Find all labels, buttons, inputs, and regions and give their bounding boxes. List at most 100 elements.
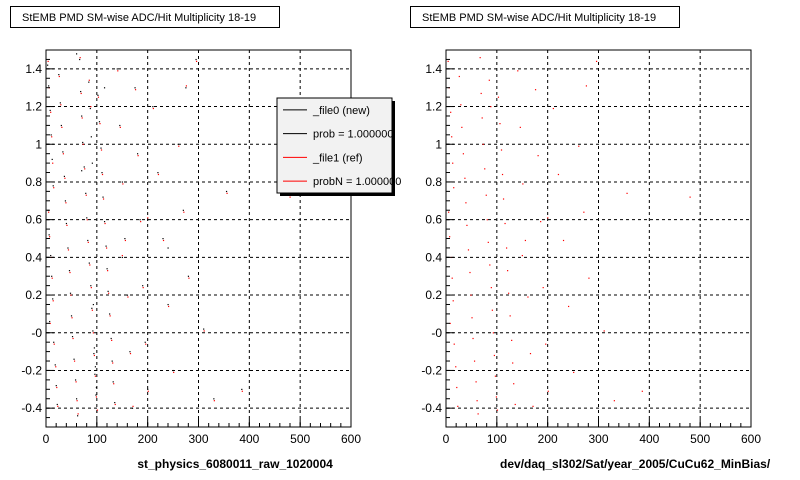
data-point [225, 190, 228, 193]
data-point [162, 238, 164, 240]
data-point [111, 339, 113, 341]
data-point [73, 360, 76, 362]
data-point [89, 264, 91, 266]
data-point [496, 409, 499, 411]
data-point [121, 181, 123, 183]
data-point [88, 79, 90, 81]
data-point [91, 307, 93, 309]
data-point [449, 322, 451, 325]
data-point [119, 126, 121, 128]
data-point [484, 168, 486, 170]
data-point [85, 194, 87, 196]
data-point [113, 383, 115, 385]
data-point [61, 126, 63, 128]
data-point [524, 239, 526, 242]
legend-entry: probN = 1.000000 [313, 176, 401, 188]
data-point [455, 366, 457, 368]
x-tick-label: 600 [341, 432, 361, 446]
data-point [529, 352, 532, 355]
data-point [131, 407, 134, 409]
data-point [185, 87, 187, 89]
x-axis-title: dev/daq_sl302/Sat/year_2005/CuCu62_MinBi… [500, 457, 771, 471]
data-point [76, 400, 78, 402]
data-point [53, 341, 55, 343]
data-point [83, 166, 85, 168]
data-point [95, 396, 98, 398]
data-point [491, 309, 493, 311]
data-point [111, 360, 113, 362]
y-tick-label: 1.2 [25, 100, 42, 114]
data-point [76, 398, 78, 400]
data-point [47, 64, 49, 66]
data-point [495, 396, 498, 398]
data-point [450, 111, 452, 113]
data-point [99, 123, 101, 125]
data-point [479, 57, 481, 59]
data-point [91, 162, 93, 164]
data-point [152, 106, 154, 108]
data-point [51, 158, 53, 161]
data-point [140, 221, 142, 223]
data-point [493, 354, 495, 357]
data-point [102, 198, 105, 200]
data-point [578, 145, 580, 147]
data-point [203, 328, 205, 330]
data-point [93, 352, 95, 355]
data-point [74, 379, 77, 381]
data-point [129, 352, 132, 355]
y-tick-label: 0.2 [25, 288, 42, 302]
data-point [588, 277, 590, 279]
data-point [72, 337, 74, 340]
data-point [90, 285, 92, 287]
y-tick-label: -0 [31, 326, 42, 340]
data-point [49, 320, 51, 323]
data-point [603, 330, 605, 332]
data-point [94, 366, 97, 368]
data-point [121, 254, 123, 257]
data-point [473, 360, 476, 362]
legend-box [276, 97, 393, 194]
data-point [173, 371, 175, 374]
data-point [689, 196, 691, 198]
data-point [501, 173, 504, 176]
data-point [101, 173, 104, 176]
y-tick-label: 0.6 [25, 213, 42, 227]
data-point [91, 309, 93, 311]
data-point [48, 85, 50, 87]
data-point [52, 298, 54, 300]
data-point [452, 300, 454, 302]
data-point [527, 296, 529, 298]
data-point [109, 315, 111, 317]
x-axis-title: st_physics_6080011_raw_1020004 [137, 457, 333, 471]
data-point [103, 87, 106, 89]
data-point [466, 224, 468, 227]
data-point [116, 68, 118, 70]
data-point [152, 107, 154, 110]
chart-right: 0 100 200 300 400 500 600 -0.4 -0.2 -0 0.2 0.4 0.6 0.… [421, 49, 771, 471]
data-point [105, 245, 107, 247]
y-tick-label: 0.4 [25, 250, 42, 264]
data-point [64, 177, 66, 179]
data-point [142, 287, 144, 289]
data-point [47, 60, 49, 63]
data-point [52, 185, 54, 187]
data-point [93, 354, 95, 357]
data-point [504, 222, 506, 225]
data-point [88, 262, 90, 264]
data-point [69, 271, 71, 274]
data-point [167, 247, 169, 249]
data-point [86, 217, 88, 219]
data-point [112, 381, 114, 383]
data-point [508, 292, 510, 294]
data-point [213, 398, 215, 400]
x-tick-label: 400 [239, 432, 259, 446]
data-point [540, 221, 542, 223]
data-point [81, 115, 83, 117]
data-point [168, 305, 170, 308]
data-point [60, 104, 62, 106]
data-point [50, 254, 52, 257]
data-point [94, 375, 97, 377]
data-point [96, 409, 99, 411]
data-point [53, 343, 55, 345]
